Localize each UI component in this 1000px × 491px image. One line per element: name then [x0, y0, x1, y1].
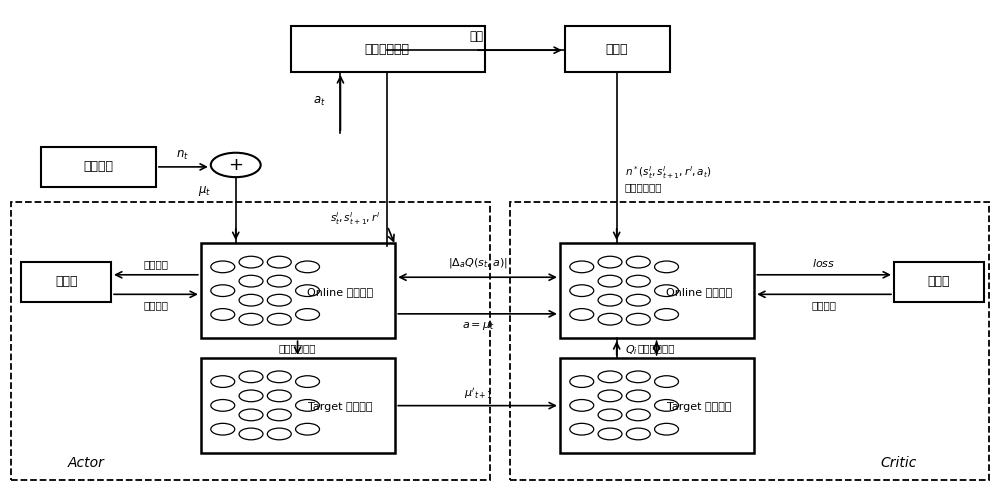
- Circle shape: [211, 376, 235, 387]
- Bar: [291, 26, 485, 72]
- Circle shape: [598, 428, 622, 440]
- Text: $|\Delta_a Q(s_t, a)|$: $|\Delta_a Q(s_t, a)|$: [448, 256, 508, 270]
- Circle shape: [655, 400, 679, 411]
- Text: 参数更新: 参数更新: [143, 300, 168, 310]
- Circle shape: [267, 390, 291, 402]
- Circle shape: [239, 275, 263, 287]
- Text: 优化器: 优化器: [55, 275, 77, 288]
- Circle shape: [296, 423, 320, 435]
- Circle shape: [296, 400, 320, 411]
- Circle shape: [626, 409, 650, 421]
- Circle shape: [239, 294, 263, 306]
- Text: $a_t$: $a_t$: [313, 95, 325, 108]
- Circle shape: [239, 313, 263, 325]
- Bar: [565, 26, 670, 72]
- Circle shape: [655, 261, 679, 273]
- Text: Critic: Critic: [881, 456, 917, 470]
- Text: Online 价值网络: Online 价值网络: [666, 287, 733, 297]
- Circle shape: [626, 371, 650, 382]
- Circle shape: [267, 294, 291, 306]
- Bar: [11, 202, 490, 480]
- Circle shape: [655, 376, 679, 387]
- Bar: [201, 243, 395, 338]
- Circle shape: [655, 309, 679, 320]
- Text: $\mu_t$: $\mu_t$: [198, 184, 211, 198]
- Circle shape: [211, 309, 235, 320]
- Text: $Q_i$: $Q_i$: [625, 344, 638, 357]
- Circle shape: [570, 423, 594, 435]
- Circle shape: [267, 275, 291, 287]
- Circle shape: [296, 285, 320, 297]
- Text: Target 价值网络: Target 价值网络: [667, 402, 732, 411]
- Text: 探索噪声: 探索噪声: [83, 161, 113, 173]
- Text: 经验池: 经验池: [605, 43, 628, 56]
- Circle shape: [598, 275, 622, 287]
- Text: $a=\mu_t$: $a=\mu_t$: [462, 320, 494, 332]
- Text: 训练数据采样: 训练数据采样: [625, 182, 662, 192]
- Bar: [560, 243, 754, 338]
- Circle shape: [570, 309, 594, 320]
- Text: 存储: 存储: [469, 30, 483, 43]
- Circle shape: [211, 261, 235, 273]
- Text: 道路环境信息: 道路环境信息: [365, 43, 410, 56]
- Circle shape: [211, 423, 235, 435]
- Circle shape: [626, 294, 650, 306]
- Circle shape: [570, 261, 594, 273]
- Circle shape: [296, 376, 320, 387]
- Circle shape: [655, 285, 679, 297]
- Text: 优化器: 优化器: [928, 275, 950, 288]
- Bar: [894, 262, 984, 301]
- Bar: [41, 147, 156, 187]
- Circle shape: [267, 409, 291, 421]
- Circle shape: [211, 400, 235, 411]
- Circle shape: [570, 376, 594, 387]
- Bar: [201, 358, 395, 453]
- Text: $n^*(s_t^l, s_{t+1}^l, r^l, a_t)$: $n^*(s_t^l, s_{t+1}^l, r^l, a_t)$: [625, 164, 711, 181]
- Circle shape: [598, 390, 622, 402]
- Circle shape: [570, 400, 594, 411]
- Text: $loss$: $loss$: [812, 257, 836, 269]
- Circle shape: [296, 309, 320, 320]
- Circle shape: [598, 409, 622, 421]
- Circle shape: [598, 313, 622, 325]
- Circle shape: [598, 294, 622, 306]
- Circle shape: [626, 256, 650, 268]
- Text: Online 策略网络: Online 策略网络: [307, 287, 374, 297]
- Circle shape: [239, 256, 263, 268]
- Text: 定时更新参数: 定时更新参数: [638, 343, 675, 353]
- Circle shape: [626, 390, 650, 402]
- Text: $n_t$: $n_t$: [176, 148, 189, 162]
- Text: +: +: [228, 156, 243, 174]
- Bar: [21, 262, 111, 301]
- Circle shape: [239, 409, 263, 421]
- Circle shape: [655, 423, 679, 435]
- Text: $\mu'_{t+1}$: $\mu'_{t+1}$: [464, 386, 493, 401]
- Circle shape: [239, 390, 263, 402]
- Text: 定时更新参数: 定时更新参数: [279, 343, 316, 353]
- Circle shape: [239, 371, 263, 382]
- Circle shape: [570, 285, 594, 297]
- Circle shape: [626, 313, 650, 325]
- Circle shape: [267, 371, 291, 382]
- Text: Actor: Actor: [68, 456, 105, 470]
- Circle shape: [239, 428, 263, 440]
- Circle shape: [626, 275, 650, 287]
- Bar: [560, 358, 754, 453]
- Text: 参数更新: 参数更新: [812, 300, 837, 310]
- Circle shape: [598, 256, 622, 268]
- Text: Target 策略网络: Target 策略网络: [308, 402, 373, 411]
- Circle shape: [211, 153, 261, 177]
- Circle shape: [267, 256, 291, 268]
- Circle shape: [267, 428, 291, 440]
- Circle shape: [267, 313, 291, 325]
- Bar: [510, 202, 989, 480]
- Text: $s_t^l, s_{t+1}^l, r^l$: $s_t^l, s_{t+1}^l, r^l$: [330, 210, 380, 227]
- Circle shape: [626, 428, 650, 440]
- Circle shape: [598, 371, 622, 382]
- Circle shape: [296, 261, 320, 273]
- Text: 策略梯度: 策略梯度: [143, 259, 168, 269]
- Circle shape: [211, 285, 235, 297]
